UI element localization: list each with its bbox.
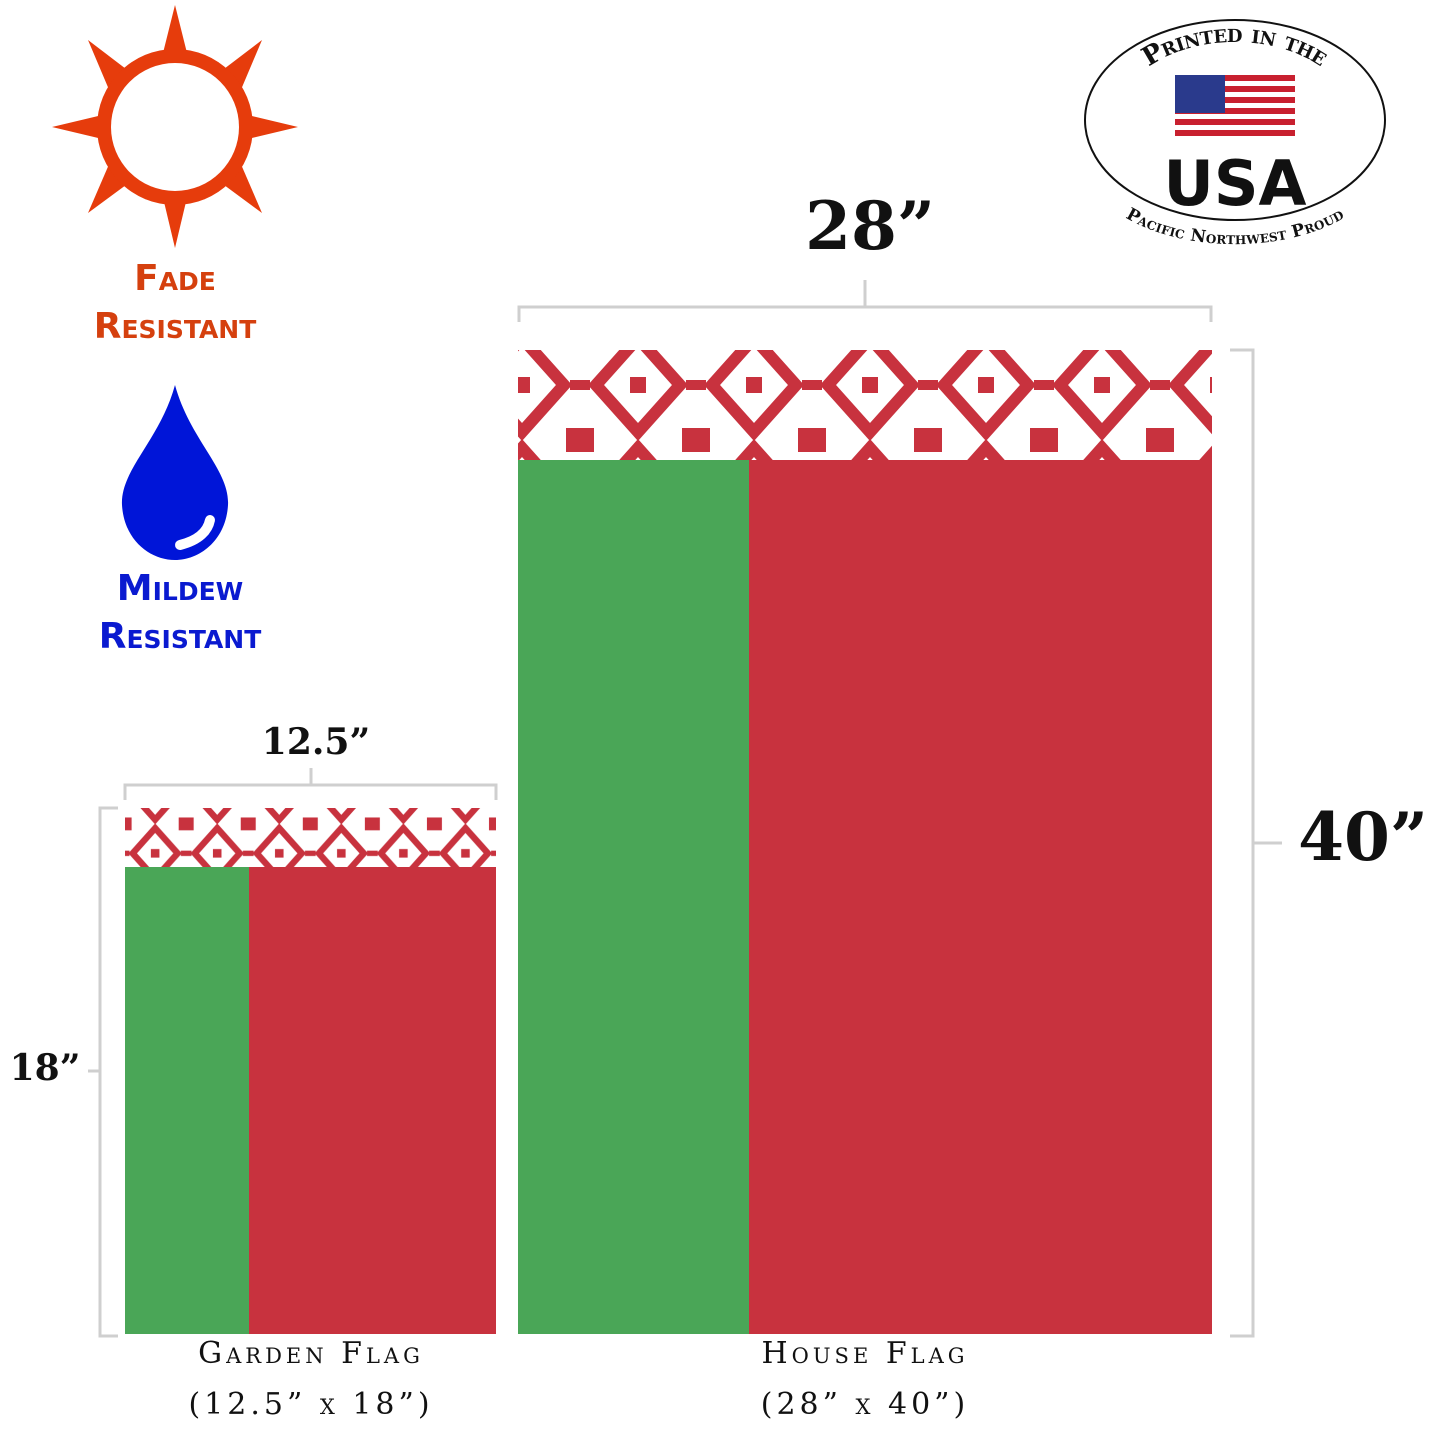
flag-name: House Flag (761, 1336, 968, 1371)
bracket (1230, 348, 1282, 1338)
flag-name: Garden Flag (198, 1336, 424, 1371)
bracket (517, 280, 1213, 322)
feature-text: Fade (134, 258, 216, 299)
drop-icon (121, 385, 229, 560)
dimension-label: 28” (805, 187, 935, 265)
flag-size: (28” x 40”) (761, 1387, 969, 1422)
bracket (88, 806, 118, 1338)
house-flag (518, 350, 1212, 1334)
dimension-label: 40” (1298, 798, 1428, 876)
us-flag (1175, 75, 1295, 143)
garden-flag (125, 808, 496, 1334)
dimension-label: 12.5” (262, 721, 370, 763)
feature-text: Resistant (94, 306, 257, 347)
badge-main: USA (1164, 147, 1307, 220)
usa-badge: USA Printed in the Pacific Northwest Pro… (1084, 19, 1386, 249)
feature-text: Resistant (99, 616, 262, 657)
dimension-label: 18” (10, 1047, 81, 1089)
bracket (123, 768, 498, 800)
sun-icon (52, 5, 298, 248)
flag-size: (12.5” x 18”) (188, 1387, 433, 1422)
feature-text: Mildew (117, 568, 243, 609)
